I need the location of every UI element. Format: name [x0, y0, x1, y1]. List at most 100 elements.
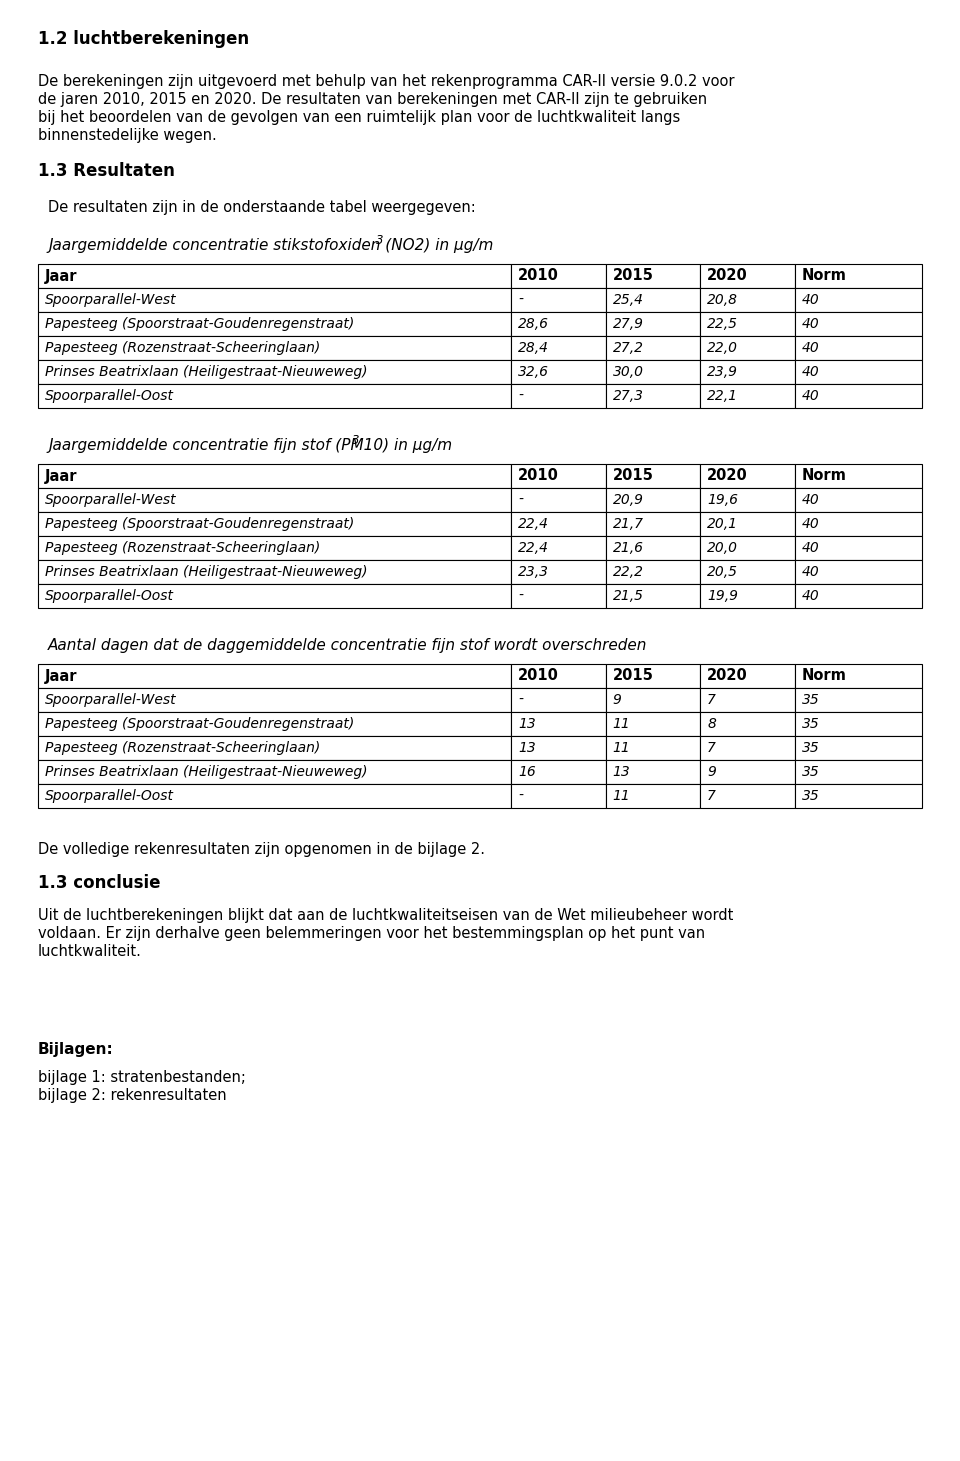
Bar: [606, 663, 700, 688]
Bar: [38, 359, 511, 384]
Text: 23,9: 23,9: [708, 365, 738, 378]
Text: 13: 13: [612, 766, 631, 779]
Text: 40: 40: [802, 389, 820, 403]
Text: Jaargemiddelde concentratie stikstofoxiden (NO2) in μg/m: Jaargemiddelde concentratie stikstofoxid…: [48, 238, 493, 253]
Bar: [511, 688, 606, 712]
Bar: [700, 313, 795, 336]
Bar: [700, 760, 795, 785]
Text: 2015: 2015: [612, 469, 654, 484]
Bar: [38, 511, 511, 536]
Text: 40: 40: [802, 517, 820, 530]
Bar: [38, 465, 511, 488]
Text: 13: 13: [518, 717, 536, 730]
Text: 2015: 2015: [612, 269, 654, 283]
Text: Papesteeg (Spoorstraat-Goudenregenstraat): Papesteeg (Spoorstraat-Goudenregenstraat…: [45, 317, 354, 332]
Text: Uit de luchtberekeningen blijkt dat aan de luchtkwaliteitseisen van de Wet milie: Uit de luchtberekeningen blijkt dat aan …: [38, 907, 733, 923]
Bar: [511, 384, 606, 408]
Text: 3: 3: [352, 434, 360, 447]
Bar: [38, 336, 511, 359]
Text: binnenstedelijke wegen.: binnenstedelijke wegen.: [38, 129, 217, 143]
Bar: [700, 663, 795, 688]
Bar: [795, 288, 922, 313]
Bar: [606, 264, 700, 288]
Text: 27,9: 27,9: [612, 317, 643, 332]
Bar: [700, 688, 795, 712]
Bar: [606, 511, 700, 536]
Bar: [511, 584, 606, 608]
Bar: [795, 712, 922, 736]
Bar: [38, 663, 511, 688]
Bar: [795, 384, 922, 408]
Bar: [700, 336, 795, 359]
Text: 40: 40: [802, 294, 820, 307]
Text: 2020: 2020: [708, 269, 748, 283]
Text: Jaar: Jaar: [45, 469, 78, 484]
Text: -: -: [518, 294, 523, 307]
Bar: [606, 465, 700, 488]
Text: 22,5: 22,5: [708, 317, 738, 332]
Bar: [795, 688, 922, 712]
Bar: [700, 560, 795, 584]
Bar: [38, 760, 511, 785]
Text: 25,4: 25,4: [612, 294, 643, 307]
Bar: [511, 313, 606, 336]
Text: 7: 7: [708, 789, 716, 804]
Bar: [38, 384, 511, 408]
Bar: [38, 712, 511, 736]
Bar: [606, 736, 700, 760]
Text: 35: 35: [802, 741, 820, 755]
Bar: [38, 536, 511, 560]
Bar: [38, 785, 511, 808]
Text: De volledige rekenresultaten zijn opgenomen in de bijlage 2.: De volledige rekenresultaten zijn opgeno…: [38, 842, 485, 858]
Text: 40: 40: [802, 589, 820, 603]
Bar: [700, 511, 795, 536]
Text: voldaan. Er zijn derhalve geen belemmeringen voor het bestemmingsplan op het pun: voldaan. Er zijn derhalve geen belemmeri…: [38, 926, 706, 941]
Text: 11: 11: [612, 789, 631, 804]
Bar: [795, 736, 922, 760]
Text: 40: 40: [802, 365, 820, 378]
Text: 9: 9: [708, 766, 716, 779]
Bar: [700, 384, 795, 408]
Bar: [795, 785, 922, 808]
Bar: [606, 560, 700, 584]
Bar: [606, 384, 700, 408]
Text: De berekeningen zijn uitgevoerd met behulp van het rekenprogramma CAR-II versie : De berekeningen zijn uitgevoerd met behu…: [38, 75, 734, 89]
Text: Papesteeg (Rozenstraat-Scheeringlaan): Papesteeg (Rozenstraat-Scheeringlaan): [45, 741, 321, 755]
Text: 19,9: 19,9: [708, 589, 738, 603]
Text: 2010: 2010: [518, 669, 559, 684]
Bar: [795, 511, 922, 536]
Text: 1.3 Resultaten: 1.3 Resultaten: [38, 162, 175, 180]
Text: 2010: 2010: [518, 469, 559, 484]
Bar: [606, 785, 700, 808]
Text: Norm: Norm: [802, 669, 847, 684]
Bar: [511, 560, 606, 584]
Text: 7: 7: [708, 741, 716, 755]
Bar: [795, 336, 922, 359]
Text: De resultaten zijn in de onderstaande tabel weergegeven:: De resultaten zijn in de onderstaande ta…: [48, 200, 476, 215]
Bar: [606, 760, 700, 785]
Bar: [511, 536, 606, 560]
Text: 20,9: 20,9: [612, 492, 643, 507]
Bar: [511, 511, 606, 536]
Text: 2015: 2015: [612, 669, 654, 684]
Bar: [700, 488, 795, 511]
Text: 22,1: 22,1: [708, 389, 738, 403]
Bar: [38, 584, 511, 608]
Bar: [511, 736, 606, 760]
Text: 28,4: 28,4: [518, 340, 549, 355]
Text: 35: 35: [802, 717, 820, 730]
Bar: [606, 688, 700, 712]
Text: 7: 7: [708, 693, 716, 707]
Text: Spoorparallel-West: Spoorparallel-West: [45, 693, 177, 707]
Bar: [38, 313, 511, 336]
Bar: [606, 488, 700, 511]
Bar: [38, 264, 511, 288]
Text: 40: 40: [802, 492, 820, 507]
Text: 28,6: 28,6: [518, 317, 549, 332]
Bar: [700, 712, 795, 736]
Text: bijlage 1: stratenbestanden;: bijlage 1: stratenbestanden;: [38, 1069, 246, 1086]
Text: 40: 40: [802, 317, 820, 332]
Bar: [700, 288, 795, 313]
Bar: [511, 760, 606, 785]
Text: Papesteeg (Spoorstraat-Goudenregenstraat): Papesteeg (Spoorstraat-Goudenregenstraat…: [45, 717, 354, 730]
